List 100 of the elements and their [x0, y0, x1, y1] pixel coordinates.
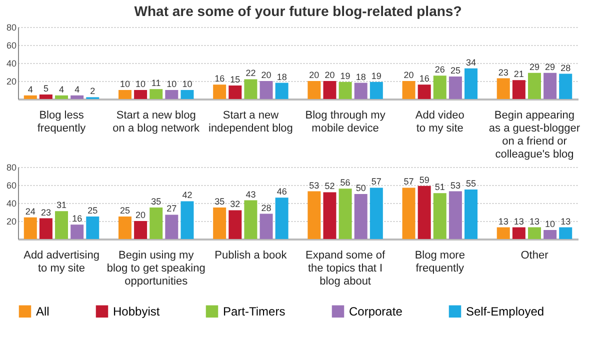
data-label: 56 — [340, 178, 350, 188]
bar — [402, 188, 416, 239]
data-label: 10 — [120, 79, 130, 89]
bar — [150, 89, 163, 99]
bar — [118, 90, 132, 99]
data-label: 19 — [371, 70, 382, 81]
legend-label: All — [36, 304, 50, 318]
x-tick-label: Add advertising to my site — [24, 250, 100, 274]
data-label: 20 — [136, 210, 146, 220]
bar — [323, 192, 336, 239]
data-label: 34 — [466, 57, 476, 68]
data-label: 20 — [309, 70, 320, 80]
bar — [418, 186, 431, 239]
data-label: 26 — [434, 64, 445, 75]
bar — [402, 81, 416, 99]
data-label: 27 — [166, 204, 177, 214]
bar — [180, 90, 194, 99]
data-label: 10 — [182, 79, 192, 89]
bar — [418, 84, 431, 99]
data-label: 53 — [309, 180, 320, 190]
bar — [512, 80, 526, 99]
data-label: 53 — [450, 180, 460, 190]
data-label: 23 — [498, 67, 508, 78]
data-label: 13 — [529, 216, 540, 226]
data-label: 31 — [56, 200, 67, 210]
data-label: 57 — [404, 176, 414, 187]
y-tick-label: 20 — [6, 76, 16, 86]
data-label: 18 — [356, 72, 366, 82]
data-label: 2 — [90, 86, 96, 96]
data-label: 4 — [74, 84, 80, 94]
data-label: 50 — [356, 183, 366, 193]
bar — [118, 216, 132, 239]
y-tick-label: 40 — [6, 58, 16, 68]
bar — [559, 227, 572, 239]
data-label: 21 — [514, 69, 524, 80]
data-label: 29 — [529, 62, 540, 72]
data-label: 55 — [466, 178, 476, 188]
data-label: 51 — [434, 182, 445, 192]
y-tick-label: 60 — [6, 180, 16, 190]
data-label: 46 — [276, 186, 287, 197]
bar — [338, 188, 352, 239]
data-label: 15 — [230, 74, 240, 84]
bar — [165, 90, 178, 99]
bar — [24, 95, 37, 99]
bar — [275, 82, 288, 99]
data-label: 25 — [88, 206, 98, 216]
data-label: 20 — [261, 70, 272, 80]
y-tick-label: 20 — [6, 216, 16, 226]
bar — [496, 227, 510, 239]
data-label: 28 — [261, 202, 272, 213]
data-label: 35 — [151, 196, 162, 206]
bar — [86, 216, 100, 239]
data-label: 42 — [182, 190, 192, 200]
x-tick-label: Begin using my blog to get speaking opportunities — [106, 250, 206, 288]
data-label: 10 — [136, 79, 146, 89]
bar — [244, 200, 258, 239]
bar — [512, 227, 526, 239]
bar — [323, 81, 336, 99]
data-label: 24 — [25, 206, 36, 216]
bar — [528, 72, 541, 99]
data-label: 25 — [450, 66, 460, 76]
bar — [260, 214, 273, 239]
data-label: 59 — [419, 174, 430, 185]
chart-title: What are some of your future blog-related plans? — [134, 3, 462, 19]
data-label: 10 — [545, 219, 556, 229]
data-label: 20 — [324, 70, 335, 80]
data-label: 13 — [560, 216, 571, 226]
y-tick-label: 60 — [6, 40, 16, 50]
data-label: 18 — [276, 72, 287, 82]
bar — [433, 193, 446, 239]
data-label: 35 — [214, 196, 225, 206]
data-label: 25 — [120, 206, 130, 216]
x-tick-label: Expand some of the topics that I blog about — [306, 250, 386, 288]
x-tick-label: Add video to my site — [415, 110, 464, 134]
y-tick-label: 40 — [6, 198, 16, 208]
data-label: 19 — [340, 70, 350, 81]
data-label: 5 — [43, 84, 48, 94]
bar — [165, 214, 178, 239]
data-label: 16 — [72, 214, 82, 224]
bar — [24, 217, 37, 239]
data-label: 13 — [498, 216, 508, 226]
data-label: 22 — [246, 68, 256, 78]
bar — [464, 190, 478, 239]
bar — [275, 198, 288, 239]
data-label: 20 — [404, 70, 414, 80]
y-tick-label: 80 — [6, 22, 16, 32]
x-tick-label: Blog more frequently — [414, 250, 465, 274]
x-tick-label: Other — [520, 250, 549, 262]
data-label: 57 — [371, 176, 382, 187]
data-label: 43 — [246, 189, 256, 200]
bar — [370, 188, 383, 239]
bar — [354, 82, 368, 99]
y-tick-label: 80 — [6, 162, 16, 172]
x-tick-label: Blog through my mobile device — [305, 110, 386, 134]
bar — [354, 194, 368, 239]
legend-label: Self-Employed — [466, 304, 544, 318]
x-tick-label: Start a new blog on a blog network — [112, 110, 200, 134]
bar — [433, 76, 446, 99]
bar — [338, 82, 352, 99]
bar — [448, 191, 462, 239]
